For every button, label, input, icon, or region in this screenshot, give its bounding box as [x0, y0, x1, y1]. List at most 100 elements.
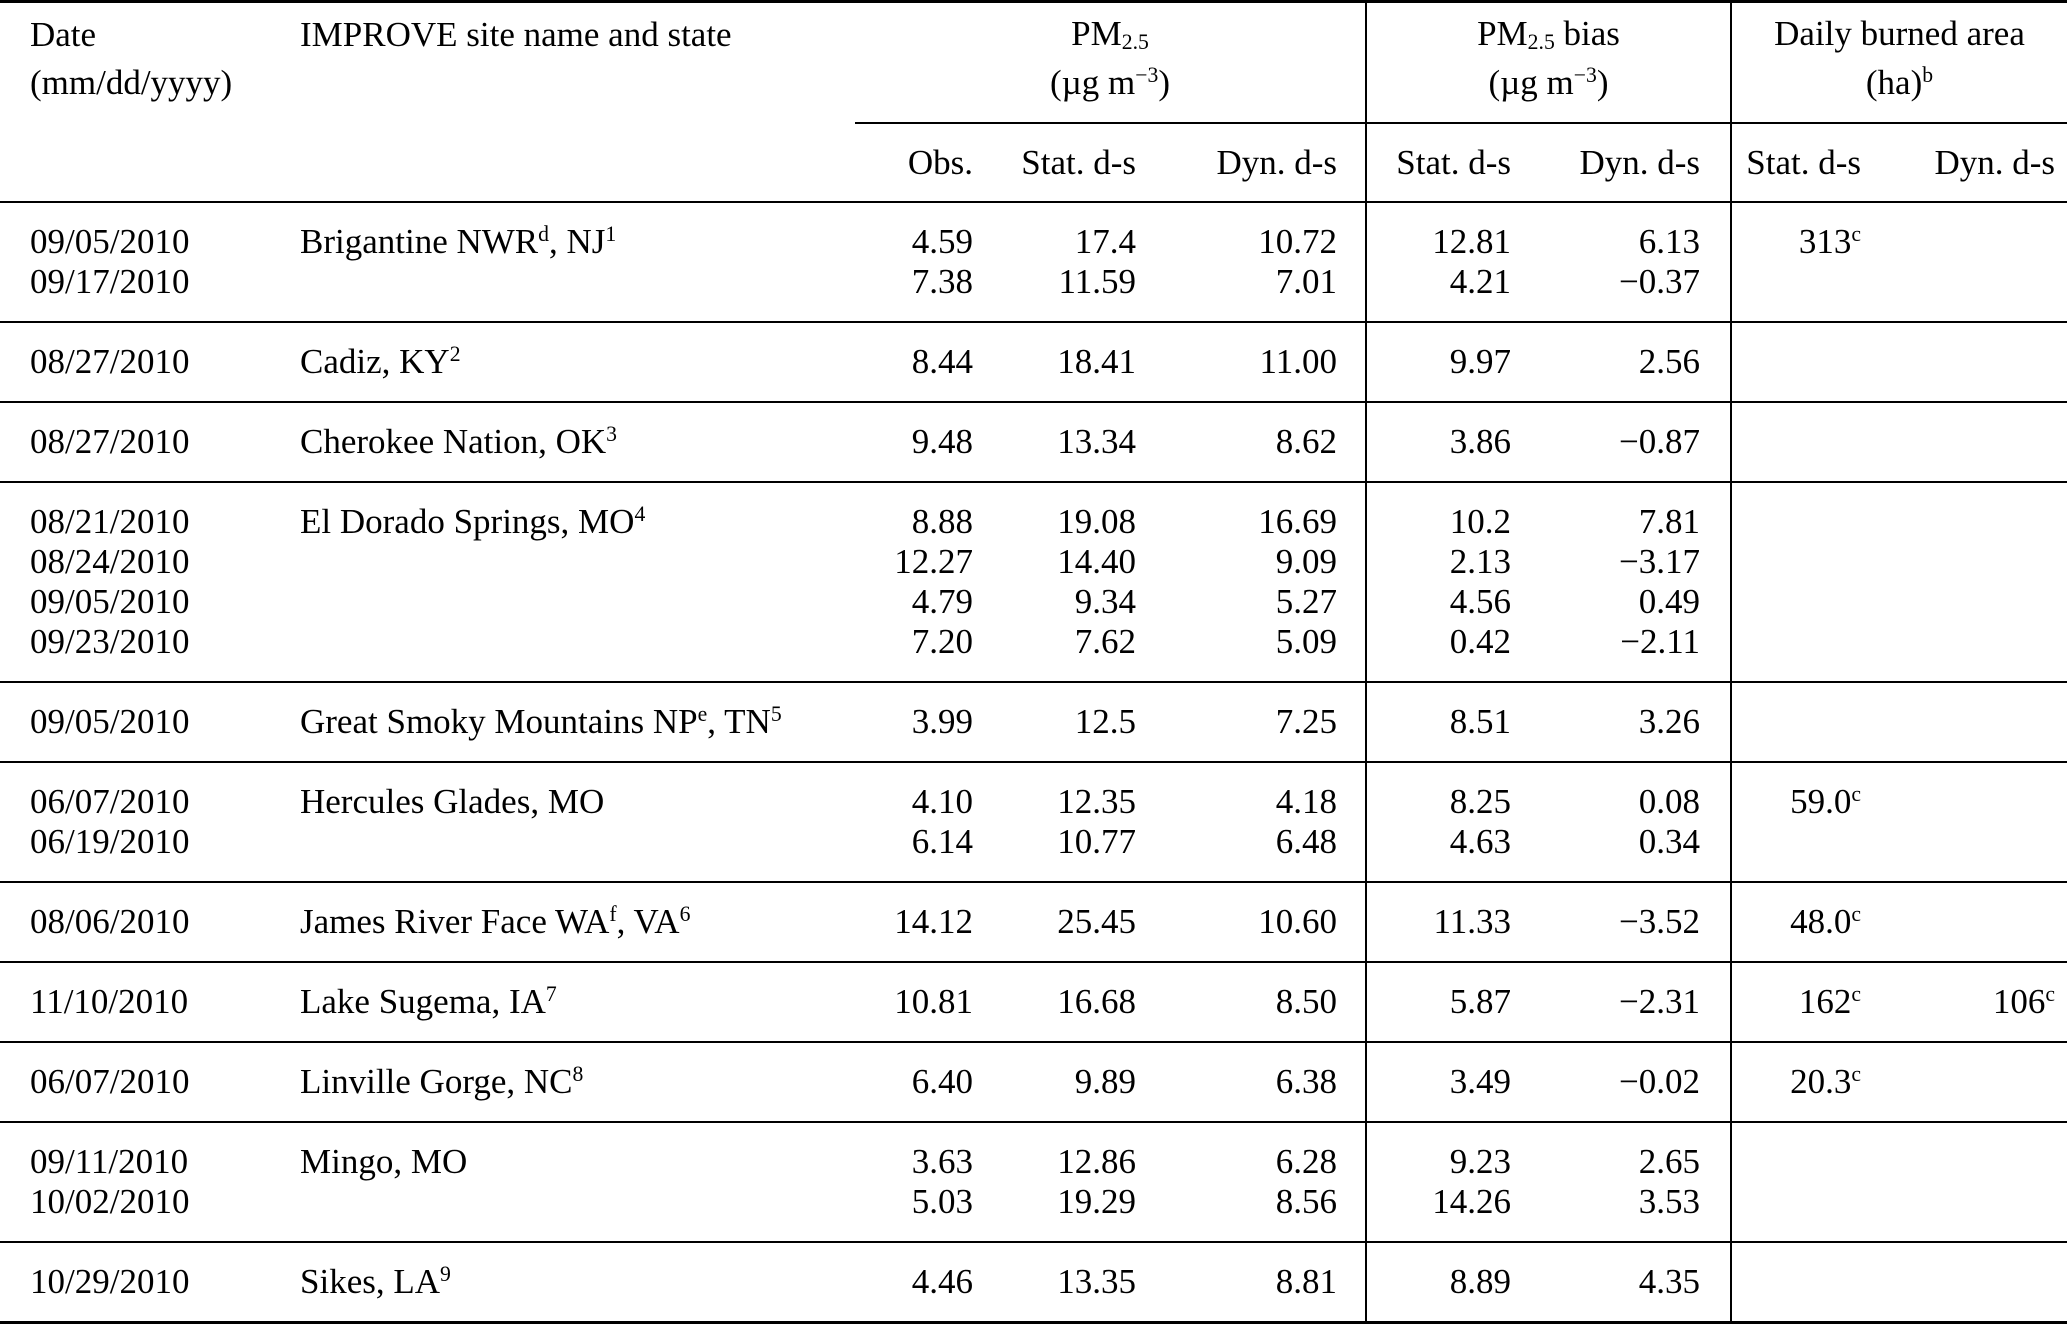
site-cell: Linville Gorge, NC8 [300, 1062, 584, 1101]
dyn-ds-value: 8.81 [1150, 1242, 1367, 1323]
group-header-row: Date (mm/dd/yyyy) IMPROVE site name and s… [0, 1, 2067, 124]
burned-dyn-ds-value [1885, 542, 2067, 582]
table-row: 09/05/2010 Great Smoky Mountains NPe, TN… [0, 682, 2067, 762]
date-cell: 06/19/2010 [30, 822, 190, 861]
table-row: 11/10/2010 Lake Sugema, IA7 10.81 16.68 … [0, 962, 2067, 1042]
bias-stat-ds-value: 12.81 [1432, 222, 1511, 261]
col-header-dyn-ds: Dyn. d-s [1150, 123, 1367, 202]
dyn-ds-value: 6.38 [1150, 1042, 1367, 1122]
dyn-ds-value: 5.27 [1150, 582, 1367, 622]
site-group-el-dorado: 08/21/2010 El Dorado Springs, MO4 8.88 1… [0, 482, 2067, 682]
site-cell: El Dorado Springs, MO4 [300, 502, 646, 541]
burned-dyn-ds-value [1885, 1242, 2067, 1323]
bias-dyn-ds-value: 0.08 [1525, 762, 1732, 822]
table-row: 10/02/2010 5.03 19.29 8.56 14.26 3.53 [0, 1182, 2067, 1242]
date-cell: 08/21/2010 [30, 502, 190, 541]
stat-ds-value: 11.59 [1058, 262, 1136, 301]
burned-area-label: Daily burned area [1774, 14, 2025, 53]
site-group-great-smoky: 09/05/2010 Great Smoky Mountains NPe, TN… [0, 682, 2067, 762]
col-header-bias-stat-ds: Stat. d-s [1396, 142, 1511, 182]
obs-value: 5.03 [911, 1182, 973, 1221]
bias-stat-ds-value: 4.56 [1449, 582, 1511, 621]
burned-stat-ds-value: 313c [1798, 222, 1861, 261]
burned-area-units: (ha)b [1865, 63, 1934, 102]
table-row: 06/19/2010 6.14 10.77 6.48 4.63 0.34 [0, 822, 2067, 882]
bias-stat-ds-value: 3.86 [1449, 422, 1511, 461]
stat-ds-value: 25.45 [1057, 902, 1136, 941]
site-cell: Sikes, LA9 [300, 1262, 451, 1301]
site-cell: Cadiz, KY2 [300, 342, 461, 381]
burned-dyn-ds-value: 106c [1992, 982, 2055, 1021]
burned-dyn-ds-value [1885, 322, 2067, 402]
col-header-burned-stat-ds: Stat. d-s [1746, 142, 1861, 182]
bias-stat-ds-value: 11.33 [1433, 902, 1511, 941]
site-group-james-river: 08/06/2010 James River Face WAf, VA6 14.… [0, 882, 2067, 962]
date-cell: 10/29/2010 [30, 1262, 190, 1301]
bias-stat-ds-value: 5.87 [1449, 982, 1511, 1021]
burned-dyn-ds-value [1885, 202, 2067, 262]
burned-dyn-ds-value [1885, 402, 2067, 482]
site-cell [295, 582, 855, 622]
bias-stat-ds-value: 4.21 [1449, 262, 1511, 301]
site-cell [295, 822, 855, 882]
burned-dyn-ds-value [1885, 882, 2067, 962]
stat-ds-value: 17.4 [1074, 222, 1136, 261]
bias-dyn-ds-value: 6.13 [1525, 202, 1732, 262]
obs-value: 3.99 [911, 702, 973, 741]
obs-value: 8.44 [911, 342, 973, 381]
dyn-ds-value: 10.72 [1150, 202, 1367, 262]
burned-dyn-ds-value [1885, 1182, 2067, 1242]
site-cell [295, 542, 855, 582]
obs-value: 4.79 [911, 582, 973, 621]
bias-dyn-ds-value: −2.31 [1525, 962, 1732, 1042]
burned-dyn-ds-value [1885, 1122, 2067, 1182]
dyn-ds-value: 5.09 [1150, 622, 1367, 682]
burned-stat-ds-value [1731, 402, 1885, 482]
site-group-cherokee: 08/27/2010 Cherokee Nation, OK3 9.48 13.… [0, 402, 2067, 482]
stat-ds-value: 18.41 [1057, 342, 1136, 381]
burned-stat-ds-value [1731, 262, 1885, 322]
stat-ds-value: 14.40 [1057, 542, 1136, 581]
table-row: 09/23/2010 7.20 7.62 5.09 0.42 −2.11 [0, 622, 2067, 682]
obs-value: 6.14 [911, 822, 973, 861]
bias-stat-ds-value: 9.23 [1449, 1142, 1511, 1181]
group-header-burned-area: Daily burned area (ha)b [1731, 1, 2067, 124]
bias-stat-ds-value: 8.51 [1449, 702, 1511, 741]
date-cell: 08/24/2010 [30, 542, 190, 581]
date-cell: 06/07/2010 [30, 782, 190, 821]
date-cell: 09/05/2010 [30, 582, 190, 621]
table-row: 10/29/2010 Sikes, LA9 4.46 13.35 8.81 8.… [0, 1242, 2067, 1323]
table-row: 08/06/2010 James River Face WAf, VA6 14.… [0, 882, 2067, 962]
dyn-ds-value: 8.62 [1150, 402, 1367, 482]
bias-dyn-ds-value: 7.81 [1525, 482, 1732, 542]
burned-stat-ds-value: 162c [1798, 982, 1861, 1021]
stat-ds-value: 12.86 [1057, 1142, 1136, 1181]
obs-value: 8.88 [911, 502, 973, 541]
col-header-burned-dyn-ds: Dyn. d-s [1934, 142, 2055, 182]
dyn-ds-value: 9.09 [1150, 542, 1367, 582]
site-cell: Great Smoky Mountains NPe, TN5 [300, 702, 782, 741]
table-row: 08/27/2010 Cherokee Nation, OK3 9.48 13.… [0, 402, 2067, 482]
date-cell: 10/02/2010 [30, 1182, 190, 1221]
col-header-obs: Obs. [907, 142, 973, 182]
bias-dyn-ds-value: 3.53 [1525, 1182, 1732, 1242]
burned-stat-ds-value [1731, 582, 1885, 622]
burned-dyn-ds-value [1885, 622, 2067, 682]
obs-value: 4.10 [911, 782, 973, 821]
stat-ds-value: 10.77 [1057, 822, 1136, 861]
table-header: Date (mm/dd/yyyy) IMPROVE site name and s… [0, 1, 2067, 202]
dyn-ds-value: 7.01 [1150, 262, 1367, 322]
site-cell: Brigantine NWRd, NJ1 [300, 222, 617, 261]
site-group-mingo: 09/11/2010 Mingo, MO 3.63 12.86 6.28 9.2… [0, 1122, 2067, 1242]
bias-dyn-ds-value: 2.56 [1525, 322, 1732, 402]
bias-dyn-ds-value: −3.52 [1525, 882, 1732, 962]
stat-ds-value: 19.08 [1057, 502, 1136, 541]
obs-value: 12.27 [894, 542, 973, 581]
pm25-units: (µg m−3) [1049, 63, 1171, 102]
table-row: 06/07/2010 Linville Gorge, NC8 6.40 9.89… [0, 1042, 2067, 1122]
burned-dyn-ds-value [1885, 262, 2067, 322]
site-group-cadiz: 08/27/2010 Cadiz, KY2 8.44 18.41 11.00 9… [0, 322, 2067, 402]
pm25-bias-units: (µg m−3) [1488, 63, 1609, 102]
stat-ds-value: 13.34 [1057, 422, 1136, 461]
bias-dyn-ds-value: −3.17 [1525, 542, 1732, 582]
